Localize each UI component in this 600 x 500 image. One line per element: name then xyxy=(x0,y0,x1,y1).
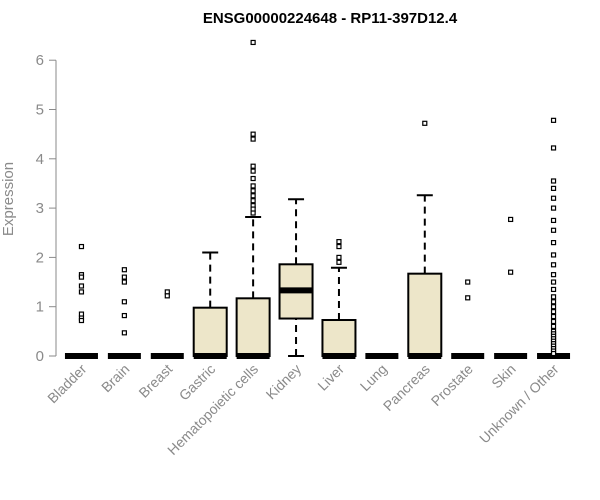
outlier-point xyxy=(550,240,557,246)
outlier-point xyxy=(336,239,342,245)
outlier-point xyxy=(250,163,256,169)
outlier-point xyxy=(550,318,557,325)
y-tick-label: 1 xyxy=(36,299,44,316)
outlier-point xyxy=(250,210,256,216)
box-pancreas xyxy=(407,120,443,359)
box-bladder xyxy=(64,243,98,359)
box-skin xyxy=(494,216,528,359)
outlier-point xyxy=(550,323,557,330)
outlier-point xyxy=(78,317,85,324)
outlier-point xyxy=(550,304,557,310)
boxes-layer xyxy=(64,39,571,359)
outlier-point xyxy=(550,262,557,268)
y-axis-label: Expression xyxy=(0,162,17,236)
x-tick-label: Unknown / Other xyxy=(476,361,562,447)
outlier-point xyxy=(550,178,557,184)
x-tick-label: Gastric xyxy=(176,361,219,404)
outlier-point xyxy=(336,243,342,250)
outlier-point xyxy=(550,279,557,285)
x-tick-label: Brain xyxy=(98,361,132,395)
outlier-point xyxy=(121,267,127,273)
box-iqr xyxy=(235,297,271,357)
outlier-point xyxy=(550,185,557,191)
outlier-point xyxy=(121,312,127,319)
outlier-point xyxy=(78,243,85,250)
y-axis: 0 1 2 3 4 5 6 xyxy=(36,52,57,365)
box-kidney xyxy=(278,198,314,357)
outlier-point xyxy=(78,289,85,295)
outlier-point xyxy=(550,286,557,293)
outlier-point xyxy=(336,259,342,265)
chart-title: ENSG00000224648 - RP11-397D12.4 xyxy=(203,10,458,27)
outlier-point xyxy=(121,274,127,280)
x-tick-label: Liver xyxy=(314,361,347,394)
outlier-point xyxy=(250,183,256,189)
outlier-point xyxy=(465,295,471,301)
outlier-point xyxy=(250,175,256,182)
outlier-point xyxy=(550,205,557,211)
box-gastric xyxy=(192,251,228,359)
y-tick-label: 6 xyxy=(36,52,44,69)
outlier-point xyxy=(78,274,85,280)
y-tick-label: 2 xyxy=(36,249,44,266)
box-hematopoietic-cells xyxy=(235,39,271,359)
box-liver xyxy=(321,239,357,359)
outlier-point xyxy=(550,227,557,233)
outlier-point xyxy=(550,350,557,357)
outlier-point xyxy=(121,299,127,305)
outlier-point xyxy=(550,272,557,278)
x-tick-label: Pancreas xyxy=(380,361,433,414)
box-iqr xyxy=(407,272,443,358)
outlier-point xyxy=(550,299,557,305)
outlier-point xyxy=(550,117,557,123)
box-breast xyxy=(150,289,184,359)
outlier-point xyxy=(250,198,256,204)
outlier-point xyxy=(78,283,85,289)
outlier-point xyxy=(550,252,557,258)
box-unknown-other xyxy=(537,117,571,359)
outlier-point xyxy=(550,145,557,151)
outlier-point xyxy=(250,39,256,46)
outlier-point xyxy=(250,188,256,194)
y-tick-label: 0 xyxy=(36,348,44,365)
outlier-point xyxy=(121,330,127,336)
outlier-point xyxy=(550,313,557,320)
outlier-point xyxy=(250,168,256,174)
y-tick-label: 3 xyxy=(36,200,44,217)
x-tick-label: Lung xyxy=(357,361,390,394)
outlier-point xyxy=(508,216,514,223)
outlier-point xyxy=(550,294,557,300)
y-tick-label: 5 xyxy=(36,102,44,119)
outlier-point xyxy=(465,279,471,285)
x-tick-label: Breast xyxy=(135,361,175,401)
outlier-point xyxy=(121,279,127,285)
x-tick-label: Bladder xyxy=(44,361,90,407)
outlier-point xyxy=(250,136,256,142)
outlier-point xyxy=(164,293,170,299)
outlier-point xyxy=(336,254,342,260)
y-tick-label: 4 xyxy=(36,151,44,168)
x-tick-label: Skin xyxy=(488,361,519,392)
x-tick-label: Kidney xyxy=(263,361,305,403)
outlier-point xyxy=(550,195,557,201)
box-iqr xyxy=(192,306,228,358)
outlier-point xyxy=(508,269,514,275)
outlier-point xyxy=(422,120,428,126)
outlier-point xyxy=(550,309,557,315)
x-tick-label: Prostate xyxy=(428,361,476,409)
box-iqr xyxy=(321,319,357,357)
box-prostate xyxy=(451,279,485,359)
outlier-point xyxy=(550,217,557,224)
outlier-point xyxy=(250,131,256,137)
box-brain xyxy=(107,267,141,359)
outlier-point xyxy=(250,193,256,199)
